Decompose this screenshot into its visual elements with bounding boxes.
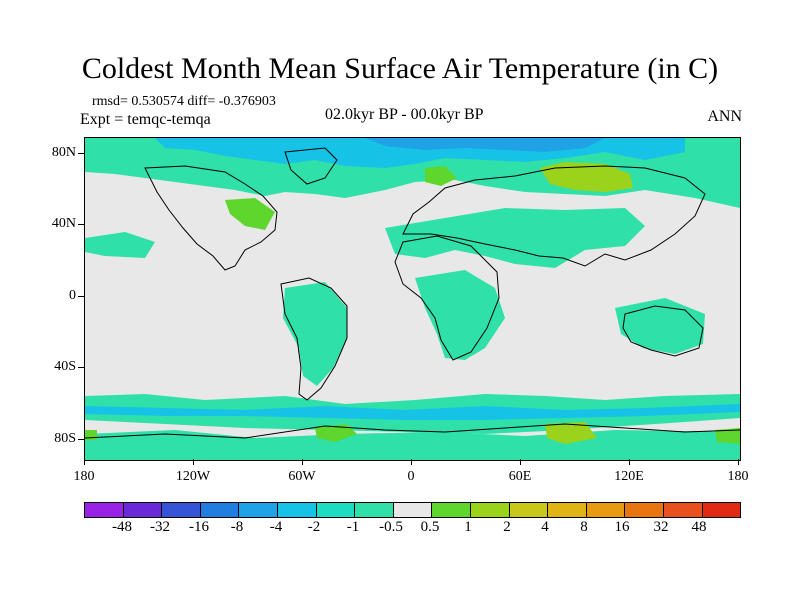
- y-tick-label-40N: 40N: [51, 216, 76, 231]
- map-region-arctic-strong-cooling-2: [365, 138, 605, 152]
- colorbar-label: 16: [614, 519, 630, 535]
- colorbar-segment: [239, 503, 278, 517]
- colorbar-segment: [470, 503, 510, 517]
- x-tick: [411, 459, 412, 465]
- experiment-label: Expt = temqc-temqa: [80, 111, 211, 128]
- x-tick-label-180E: 180: [727, 469, 749, 484]
- colorbar-segment: [702, 503, 741, 517]
- colorbar-label: -0.5: [379, 519, 403, 535]
- colorbar-label: 32: [653, 519, 669, 535]
- coast-australia: [622, 305, 704, 357]
- map-region-siberia-warming: [540, 162, 633, 192]
- colorbar-segment: [316, 503, 356, 517]
- coast-south-america: [280, 277, 348, 401]
- x-tick: [302, 459, 303, 465]
- map-region-antarctica-warming-3: [715, 428, 740, 444]
- colorbar-segment: [123, 503, 163, 517]
- colorbar-label: 8: [580, 519, 588, 535]
- map-region-south-america-cooling: [283, 282, 347, 386]
- colorbar-segment: [200, 503, 240, 517]
- map-region-antarctica-warming-2: [545, 422, 597, 444]
- x-tick: [84, 459, 85, 465]
- colorbar-label: -4: [269, 519, 283, 535]
- colorbar-label: 2: [503, 519, 511, 535]
- colorbar-segment: [663, 503, 703, 517]
- colorbar-segment: [432, 503, 471, 517]
- map-region-antarctica-warming-4: [85, 430, 97, 440]
- colorbar-label: -48: [112, 519, 132, 535]
- colorbar: [84, 502, 741, 518]
- map-region-africa-cooling: [415, 270, 505, 360]
- map-region-antarctica-warming: [315, 424, 357, 442]
- y-tick-label-40S: 40S: [54, 359, 76, 374]
- x-tick: [738, 459, 739, 465]
- colorbar-label: -2: [307, 519, 321, 535]
- y-tick: [78, 367, 84, 368]
- coast-greenland: [284, 147, 338, 185]
- stats-text: rmsd= 0.530574 diff= -0.376903: [92, 94, 276, 109]
- season-label: ANN: [707, 108, 742, 125]
- map-region-north-america-warming: [225, 198, 275, 230]
- colorbar-segment: [277, 503, 317, 517]
- map-svg: [85, 138, 740, 460]
- colorbar-segment: [85, 503, 124, 517]
- y-tick-label-0: 0: [69, 288, 76, 303]
- y-tick: [78, 439, 84, 440]
- x-tick: [520, 459, 521, 465]
- colorbar-label: 1: [464, 519, 472, 535]
- map-region-southern-ocean-strong: [85, 404, 740, 420]
- x-tick-label-120W: 120W: [175, 469, 211, 484]
- map-region-australia-cooling: [615, 298, 705, 354]
- colorbar-segment: [509, 503, 549, 517]
- plot-title: Coldest Month Mean Surface Air Temperatu…: [81, 52, 719, 85]
- colorbar-label: 4: [541, 519, 549, 535]
- colorbar-segment: [393, 503, 433, 517]
- coastlines: [85, 147, 740, 439]
- map-region-eurasia-cooling: [385, 208, 645, 268]
- colorbar-label: -8: [230, 519, 244, 535]
- colorbar-segment: [162, 503, 201, 517]
- colorbar-segment: [548, 503, 587, 517]
- map-region-tropical-pacific: [85, 232, 155, 258]
- coast-eurasia: [402, 165, 706, 267]
- colorbar-label: 0.5: [420, 519, 440, 535]
- period-label: 02.0kyr BP - 00.0kyr BP: [325, 106, 484, 123]
- colorbar-label: -32: [150, 519, 170, 535]
- map-panel: [84, 137, 741, 461]
- colorbar-label: -1: [346, 519, 360, 535]
- y-tick-label-80N: 80N: [51, 145, 76, 160]
- colorbar-segment: [355, 503, 394, 517]
- colorbar-label: 48: [691, 519, 707, 535]
- x-tick-label-180W: 180: [73, 469, 95, 484]
- x-tick-label-60E: 60E: [508, 469, 532, 484]
- x-tick: [629, 459, 630, 465]
- x-tick-label-60W: 60W: [288, 469, 316, 484]
- x-tick: [193, 459, 194, 465]
- colorbar-segment: [586, 503, 626, 517]
- x-tick-label-120E: 120E: [614, 469, 644, 484]
- y-tick: [78, 296, 84, 297]
- map-region-siberia-warming-2: [425, 166, 457, 186]
- y-tick: [78, 153, 84, 154]
- colorbar-segment: [625, 503, 664, 517]
- coast-north-america: [144, 165, 278, 271]
- y-tick-label-80S: 80S: [54, 431, 76, 446]
- coast-antarctica: [85, 423, 740, 439]
- y-tick: [78, 224, 84, 225]
- coast-africa: [394, 235, 500, 361]
- x-tick-label-0: 0: [407, 469, 415, 484]
- colorbar-label: -16: [189, 519, 209, 535]
